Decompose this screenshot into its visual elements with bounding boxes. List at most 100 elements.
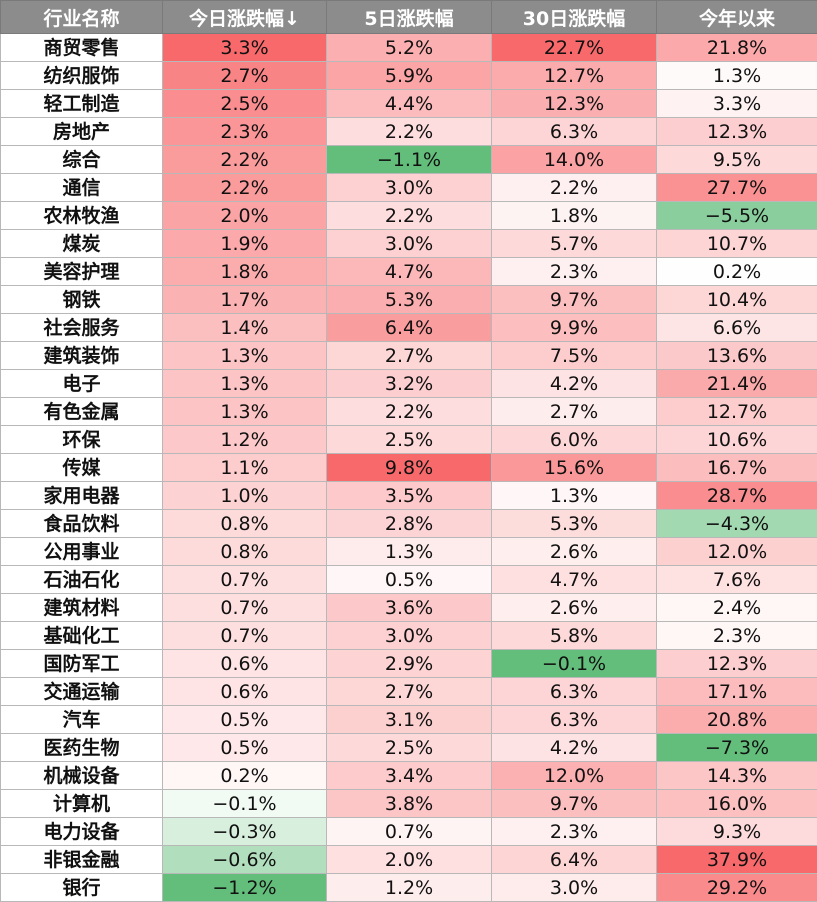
5day-change-cell: 5.2% — [327, 34, 492, 62]
30day-change-cell: 2.6% — [492, 538, 657, 566]
ytd-change-cell: 12.3% — [657, 650, 817, 678]
ytd-change-cell: 12.0% — [657, 538, 817, 566]
30day-change-cell: 5.3% — [492, 510, 657, 538]
ytd-change-cell: 28.7% — [657, 482, 817, 510]
header-today-change[interactable]: 今日涨跌幅↓ — [163, 1, 327, 34]
today-change-cell: 0.7% — [163, 566, 327, 594]
today-change-cell: 1.3% — [163, 342, 327, 370]
today-change-cell: 1.2% — [163, 426, 327, 454]
ytd-change-cell: 9.5% — [657, 146, 817, 174]
5day-change-cell: 0.7% — [327, 818, 492, 846]
ytd-change-cell: 21.4% — [657, 370, 817, 398]
5day-change-cell: 1.3% — [327, 538, 492, 566]
industry-name-cell: 国防军工 — [1, 650, 163, 678]
30day-change-cell: 12.3% — [492, 90, 657, 118]
table-row[interactable]: 计算机−0.1%3.8%9.7%16.0% — [1, 790, 817, 818]
30day-change-cell: 2.3% — [492, 818, 657, 846]
5day-change-cell: 2.2% — [327, 118, 492, 146]
industry-name-cell: 环保 — [1, 426, 163, 454]
ytd-change-cell: 20.8% — [657, 706, 817, 734]
industry-name-cell: 轻工制造 — [1, 90, 163, 118]
today-change-cell: 0.7% — [163, 594, 327, 622]
industry-name-cell: 食品饮料 — [1, 510, 163, 538]
30day-change-cell: 9.7% — [492, 286, 657, 314]
table-row[interactable]: 非银金融−0.6%2.0%6.4%37.9% — [1, 846, 817, 874]
industry-name-cell: 汽车 — [1, 706, 163, 734]
ytd-change-cell: 10.4% — [657, 286, 817, 314]
ytd-change-cell: 29.2% — [657, 874, 817, 902]
ytd-change-cell: 16.7% — [657, 454, 817, 482]
today-change-cell: −0.1% — [163, 790, 327, 818]
header-30day-change[interactable]: 30日涨跌幅 — [492, 1, 657, 34]
5day-change-cell: 9.8% — [327, 454, 492, 482]
industry-name-cell: 通信 — [1, 174, 163, 202]
today-change-cell: 0.5% — [163, 734, 327, 762]
5day-change-cell: 2.7% — [327, 342, 492, 370]
today-change-cell: 1.8% — [163, 258, 327, 286]
table-row[interactable]: 电力设备−0.3%0.7%2.3%9.3% — [1, 818, 817, 846]
industry-name-cell: 非银金融 — [1, 846, 163, 874]
table-row[interactable]: 银行−1.2%1.2%3.0%29.2% — [1, 874, 817, 902]
30day-change-cell: 15.6% — [492, 454, 657, 482]
30day-change-cell: −0.1% — [492, 650, 657, 678]
today-change-cell: 0.8% — [163, 510, 327, 538]
5day-change-cell: 3.8% — [327, 790, 492, 818]
5day-change-cell: 1.2% — [327, 874, 492, 902]
header-industry-name[interactable]: 行业名称 — [1, 1, 163, 34]
5day-change-cell: 3.0% — [327, 230, 492, 258]
30day-change-cell: 1.8% — [492, 202, 657, 230]
30day-change-cell: 4.2% — [492, 734, 657, 762]
today-change-cell: 2.7% — [163, 62, 327, 90]
industry-name-cell: 家用电器 — [1, 482, 163, 510]
30day-change-cell: 2.6% — [492, 594, 657, 622]
5day-change-cell: 3.6% — [327, 594, 492, 622]
5day-change-cell: 3.1% — [327, 706, 492, 734]
5day-change-cell: 3.4% — [327, 762, 492, 790]
5day-change-cell: 2.5% — [327, 734, 492, 762]
5day-change-cell: 2.5% — [327, 426, 492, 454]
ytd-change-cell: 17.1% — [657, 678, 817, 706]
30day-change-cell: 4.2% — [492, 370, 657, 398]
5day-change-cell: 6.4% — [327, 314, 492, 342]
industry-name-cell: 有色金属 — [1, 398, 163, 426]
today-change-cell: 0.6% — [163, 650, 327, 678]
30day-change-cell: 6.3% — [492, 678, 657, 706]
today-change-cell: 1.3% — [163, 398, 327, 426]
today-change-cell: 1.1% — [163, 454, 327, 482]
table-header: 行业名称 今日涨跌幅↓ 5日涨跌幅 30日涨跌幅 今年以来 — [1, 1, 817, 34]
ytd-change-cell: 27.7% — [657, 174, 817, 202]
header-5day-change[interactable]: 5日涨跌幅 — [327, 1, 492, 34]
header-ytd-change[interactable]: 今年以来 — [657, 1, 817, 34]
30day-change-cell: 6.3% — [492, 118, 657, 146]
ytd-change-cell: 7.6% — [657, 566, 817, 594]
industry-name-cell: 农林牧渔 — [1, 202, 163, 230]
30day-change-cell: 22.7% — [492, 34, 657, 62]
